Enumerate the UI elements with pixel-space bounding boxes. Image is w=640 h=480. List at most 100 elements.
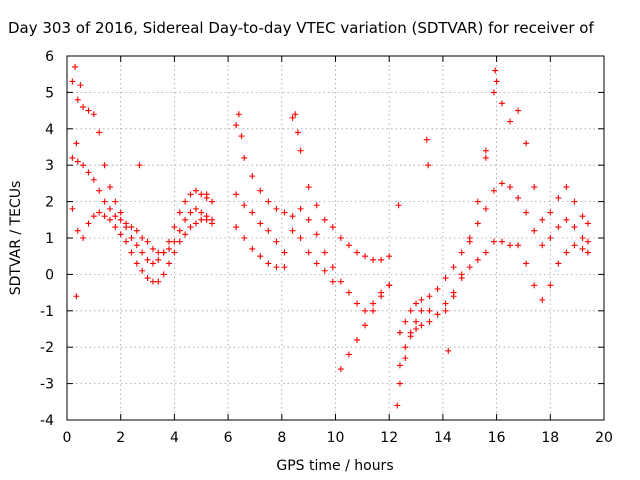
data-point (182, 216, 189, 223)
y-tick-label: -2 (40, 340, 54, 356)
data-point (547, 282, 554, 289)
data-point (265, 227, 272, 234)
data-point (523, 260, 530, 267)
data-point (73, 293, 80, 300)
data-point (396, 362, 403, 369)
series-series-a (69, 78, 591, 387)
data-point (149, 245, 156, 252)
data-point (507, 242, 514, 249)
data-point (233, 224, 240, 231)
data-point (539, 242, 546, 249)
data-point (571, 198, 578, 205)
data-point (442, 300, 449, 307)
data-point (337, 366, 344, 373)
data-point (442, 307, 449, 314)
data-point (396, 329, 403, 336)
data-point (85, 169, 92, 176)
data-point (281, 264, 288, 271)
data-point (418, 296, 425, 303)
data-point (474, 256, 481, 263)
data-point (434, 285, 441, 292)
data-point (353, 336, 360, 343)
data-point (292, 111, 299, 118)
data-point (515, 107, 522, 114)
data-point (176, 209, 183, 216)
data-point (281, 249, 288, 256)
data-point (101, 198, 108, 205)
y-tick-label: 1 (45, 231, 54, 247)
x-axis-label: GPS time / hours (276, 458, 393, 474)
data-point (458, 275, 465, 282)
data-point (273, 264, 280, 271)
data-point (584, 238, 591, 245)
data-point (265, 198, 272, 205)
data-point (72, 63, 79, 70)
data-point (345, 351, 352, 358)
data-point (273, 238, 280, 245)
data-point (265, 260, 272, 267)
data-point (128, 249, 135, 256)
data-point (171, 249, 178, 256)
data-point (73, 140, 80, 147)
data-point (273, 205, 280, 212)
data-point (492, 67, 499, 74)
data-point (523, 140, 530, 147)
data-point (498, 180, 505, 187)
data-point (85, 220, 92, 227)
data-point (203, 216, 210, 223)
data-point (241, 202, 248, 209)
data-point (482, 205, 489, 212)
data-point (413, 300, 420, 307)
data-point (192, 205, 199, 212)
data-point (515, 194, 522, 201)
data-point (555, 224, 562, 231)
data-point (507, 118, 514, 125)
x-tick-label: 10 (327, 430, 345, 446)
data-point (241, 235, 248, 241)
data-point (96, 187, 103, 194)
data-point (571, 224, 578, 231)
data-point (555, 260, 562, 267)
y-tick-label: 3 (45, 158, 54, 174)
data-point (490, 89, 497, 96)
data-point (579, 213, 586, 220)
data-point (418, 322, 425, 329)
data-point (498, 238, 505, 245)
data-point (155, 256, 162, 263)
data-point (297, 235, 304, 241)
data-point (155, 278, 162, 285)
data-point (353, 300, 360, 307)
data-point (426, 307, 433, 314)
data-point (362, 307, 369, 314)
data-point (69, 78, 76, 85)
data-point (498, 100, 505, 107)
data-point (386, 282, 393, 289)
data-point (166, 245, 173, 252)
data-point (144, 256, 151, 263)
data-point (571, 242, 578, 249)
data-point (362, 253, 369, 260)
data-point (407, 307, 414, 314)
data-point (378, 256, 385, 263)
data-point (128, 224, 135, 231)
y-axis-label: SDTVAR / TECUs (8, 181, 24, 296)
data-point (182, 231, 189, 238)
data-point (106, 184, 113, 191)
data-point (297, 205, 304, 212)
data-point (507, 184, 514, 191)
series-spikes (72, 63, 500, 409)
data-point (171, 238, 178, 245)
data-point (402, 355, 409, 362)
y-tick-label: 5 (45, 85, 54, 101)
data-point (539, 296, 546, 303)
data-point (289, 114, 296, 121)
data-point (74, 227, 81, 234)
data-point (378, 293, 385, 300)
data-point (123, 220, 130, 227)
data-point (144, 238, 151, 245)
data-point (321, 249, 328, 256)
data-point (192, 187, 199, 194)
data-point (90, 176, 97, 183)
x-tick-label: 2 (116, 430, 125, 446)
data-point (289, 227, 296, 234)
